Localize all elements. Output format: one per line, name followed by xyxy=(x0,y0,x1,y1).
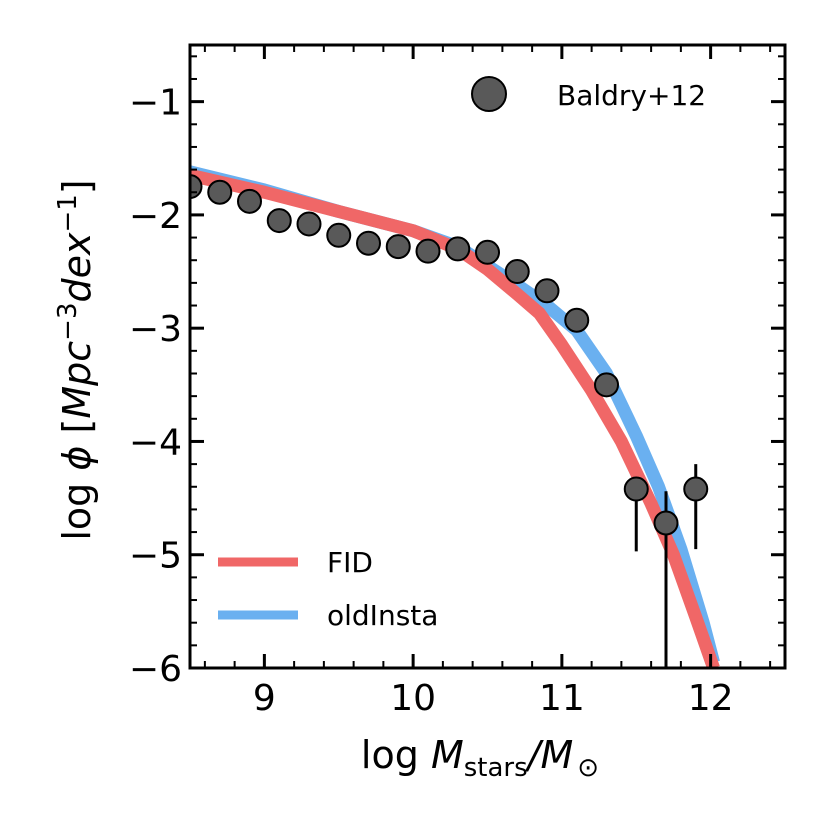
y-axis-bracket-close: ] xyxy=(55,179,99,194)
x-axis-var2: M xyxy=(540,733,573,777)
data-point-baldry xyxy=(356,230,381,256)
y-axis-exp2: −1 xyxy=(53,194,83,232)
data-point-baldry xyxy=(296,211,322,237)
data-point-baldry xyxy=(504,259,530,285)
y-axis-unit1: Mpc xyxy=(55,341,99,419)
tick-label-layer: 9 10 11 12 −6 −5 −4 −3 −2 −1 xyxy=(129,83,734,719)
data-point-baldry xyxy=(237,188,262,214)
y-axis-bracket-open: [ xyxy=(55,419,99,446)
legend-lines: FID oldInsta xyxy=(218,546,438,632)
legend-marker-baldry xyxy=(471,76,507,112)
data-point-baldry xyxy=(534,278,560,304)
x-tick-label: 12 xyxy=(688,678,734,719)
data-point-baldry xyxy=(445,236,471,262)
y-tick-label: −4 xyxy=(129,422,182,463)
data-point-baldry xyxy=(475,239,500,265)
plot-frame xyxy=(188,43,787,670)
data-point-baldry xyxy=(594,372,619,398)
legend-points: Baldry+12 xyxy=(471,76,706,112)
data-point-baldry xyxy=(623,476,649,502)
x-axis-var: M xyxy=(431,733,464,777)
data-point-baldry xyxy=(326,222,352,248)
y-axis-var: ϕ xyxy=(55,446,99,471)
legend-label-fid: FID xyxy=(327,546,373,579)
legend-label-oldinsta: oldInsta xyxy=(327,599,438,632)
y-tick-label: −3 xyxy=(129,309,182,350)
x-axis-sub2: ⊙ xyxy=(577,753,599,783)
data-point-baldry xyxy=(415,238,441,264)
legend-label-baldry: Baldry+12 xyxy=(557,79,706,112)
y-tick-label: −5 xyxy=(129,536,182,577)
data-point-baldry xyxy=(207,179,233,205)
x-axis-sub: stars xyxy=(464,753,528,783)
data-point-baldry xyxy=(564,307,590,333)
x-axis-mid: / xyxy=(525,733,545,777)
y-axis-prefix: log xyxy=(55,471,99,541)
x-axis-label: log Mstars/M ⊙ xyxy=(361,733,599,783)
point-layer xyxy=(190,174,709,536)
data-point-baldry xyxy=(385,234,411,260)
x-tick-label: 9 xyxy=(253,678,276,719)
data-point-baldry xyxy=(653,510,679,536)
x-axis-prefix: log xyxy=(361,733,431,777)
y-tick-label: −2 xyxy=(129,196,182,237)
y-tick-label: −6 xyxy=(129,649,182,690)
y-axis-unit2: dex xyxy=(55,232,99,303)
y-axis-exp1: −3 xyxy=(53,303,83,341)
x-tick-label: 10 xyxy=(390,678,436,719)
x-tick-label: 11 xyxy=(539,678,585,719)
data-point-baldry xyxy=(266,208,292,234)
y-axis-label: log ϕ [Mpc−3dex−1] xyxy=(53,179,99,540)
data-point-baldry xyxy=(683,476,709,502)
y-tick-label: −1 xyxy=(129,83,182,124)
plot-area xyxy=(190,165,720,668)
